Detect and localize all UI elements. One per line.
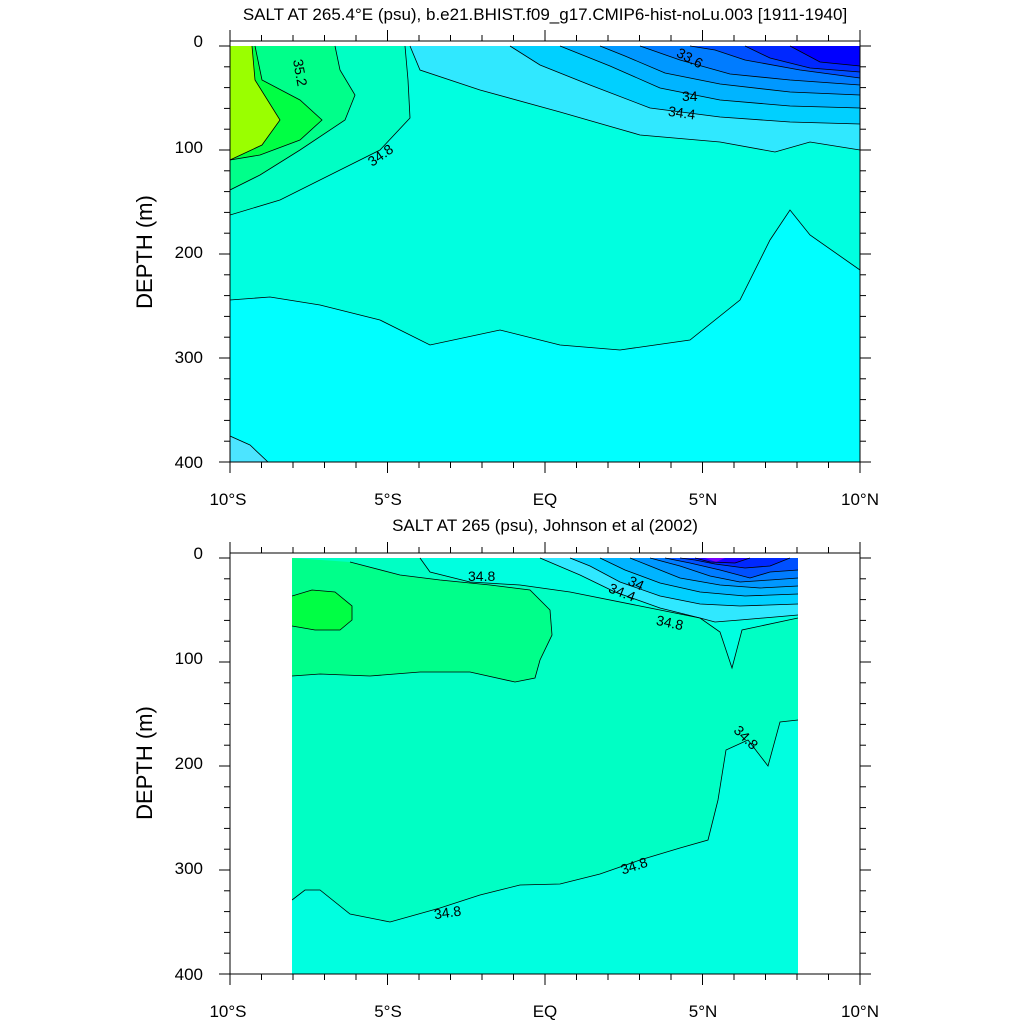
- top-contour-label: 35.2: [290, 58, 311, 88]
- top-ylabel: DEPTH (m): [132, 195, 157, 309]
- top-contour-field: [230, 45, 860, 462]
- top-fill-33.0: [790, 46, 860, 66]
- bottom-ytick-label: 300: [175, 859, 203, 878]
- bottom-contour-label: 34: [626, 572, 647, 593]
- bottom-ylabel: DEPTH (m): [132, 706, 157, 820]
- bottom-ytick-label: 100: [175, 649, 203, 668]
- bottom-contour-label: 34.8: [655, 612, 685, 633]
- top-axis-ticks: [219, 30, 871, 473]
- bottom-xtick-label: EQ: [533, 1002, 558, 1021]
- bottom-contour-field: [292, 557, 798, 974]
- bottom-xtick-label: 10°N: [841, 1002, 879, 1021]
- top-title: SALT AT 265.4°E (psu), b.e21.BHIST.f09_g…: [243, 5, 847, 24]
- top-ytick-label: 100: [175, 138, 203, 157]
- top-contour-label: 34.4: [667, 103, 696, 123]
- panel-bottom: SALT AT 265 (psu), Johnson et al (2002): [132, 516, 879, 1021]
- bottom-xtick-label: 5°S: [374, 1002, 402, 1021]
- top-xtick-label: EQ: [533, 490, 558, 509]
- top-xtick-label: 5°S: [374, 490, 402, 509]
- bottom-xtick-label: 5°N: [689, 1002, 718, 1021]
- bottom-fill-32.8: [705, 558, 725, 562]
- bottom-title: SALT AT 265 (psu), Johnson et al (2002): [392, 516, 698, 535]
- bottom-contour-lines: [292, 557, 798, 923]
- bottom-axis-ticks: [219, 542, 871, 985]
- bottom-ytick-label: 400: [175, 965, 203, 984]
- top-ytick-label: 400: [175, 453, 203, 472]
- bottom-contour-label: 34.8: [433, 902, 462, 922]
- top-xtick-label: 5°N: [689, 490, 718, 509]
- top-ytick-label: 300: [175, 348, 203, 367]
- top-ytick-label: 200: [175, 243, 203, 262]
- bottom-fill-35.1: [292, 558, 552, 682]
- top-contour-label: 34: [682, 88, 698, 104]
- top-ytick-label: 0: [194, 32, 203, 51]
- panel-top: SALT AT 265.4°E (psu), b.e21.BHIST.f09_g…: [132, 5, 879, 509]
- top-fill-34.5: [230, 210, 860, 462]
- top-fill-34.3-corner: [230, 436, 268, 462]
- top-contour-lines: [230, 45, 860, 462]
- top-fill-35.5: [230, 46, 280, 160]
- bottom-ytick-label: 200: [175, 754, 203, 773]
- bottom-fill-35.3: [292, 590, 352, 630]
- top-xtick-label: 10°S: [209, 490, 246, 509]
- top-xtick-label: 10°N: [841, 490, 879, 509]
- bottom-contour-label: 34.8: [468, 568, 495, 584]
- bottom-ytick-label: 0: [194, 544, 203, 563]
- bottom-xtick-label: 10°S: [209, 1002, 246, 1021]
